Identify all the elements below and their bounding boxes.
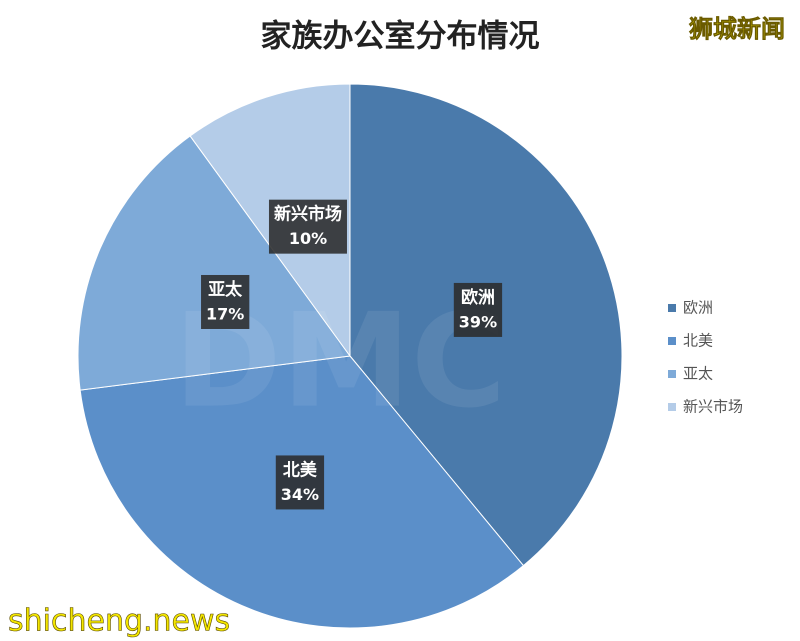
legend-swatch	[668, 337, 676, 345]
legend-label: 欧洲	[683, 299, 713, 317]
data-label-box	[201, 274, 250, 329]
data-labels: 欧洲 39% 北美 34% 亚太 17% 新兴市场 10%	[201, 199, 503, 510]
legend-label: 亚太	[683, 365, 713, 383]
legend-swatch	[668, 304, 676, 312]
logo-watermark: 狮城新闻	[689, 15, 785, 43]
data-label-value: 34%	[281, 485, 319, 504]
data-label-box	[453, 282, 503, 337]
legend-swatch	[668, 370, 676, 378]
data-label-value: 17%	[206, 304, 244, 323]
legend-label: 新兴市场	[683, 398, 743, 416]
chart-title: 家族办公室分布情况	[261, 19, 540, 55]
data-label-box	[275, 455, 325, 510]
data-label: 欧洲 39%	[453, 282, 503, 337]
data-label-value: 10%	[289, 229, 327, 248]
pie-slice	[77, 135, 351, 391]
site-watermark: shicheng.news	[8, 604, 230, 639]
data-label: 亚太 17%	[201, 274, 250, 329]
data-label-category: 新兴市场	[274, 204, 342, 225]
data-label-category: 亚太	[208, 279, 243, 300]
legend-label: 北美	[683, 332, 713, 350]
data-label-category: 北美	[283, 459, 318, 480]
data-label-category: 欧洲	[461, 287, 495, 308]
data-label: 北美 34%	[275, 455, 325, 510]
legend-swatch	[668, 403, 676, 411]
data-label: 新兴市场 10%	[268, 199, 347, 254]
data-label-box	[268, 199, 347, 254]
data-label-value: 39%	[459, 312, 497, 331]
